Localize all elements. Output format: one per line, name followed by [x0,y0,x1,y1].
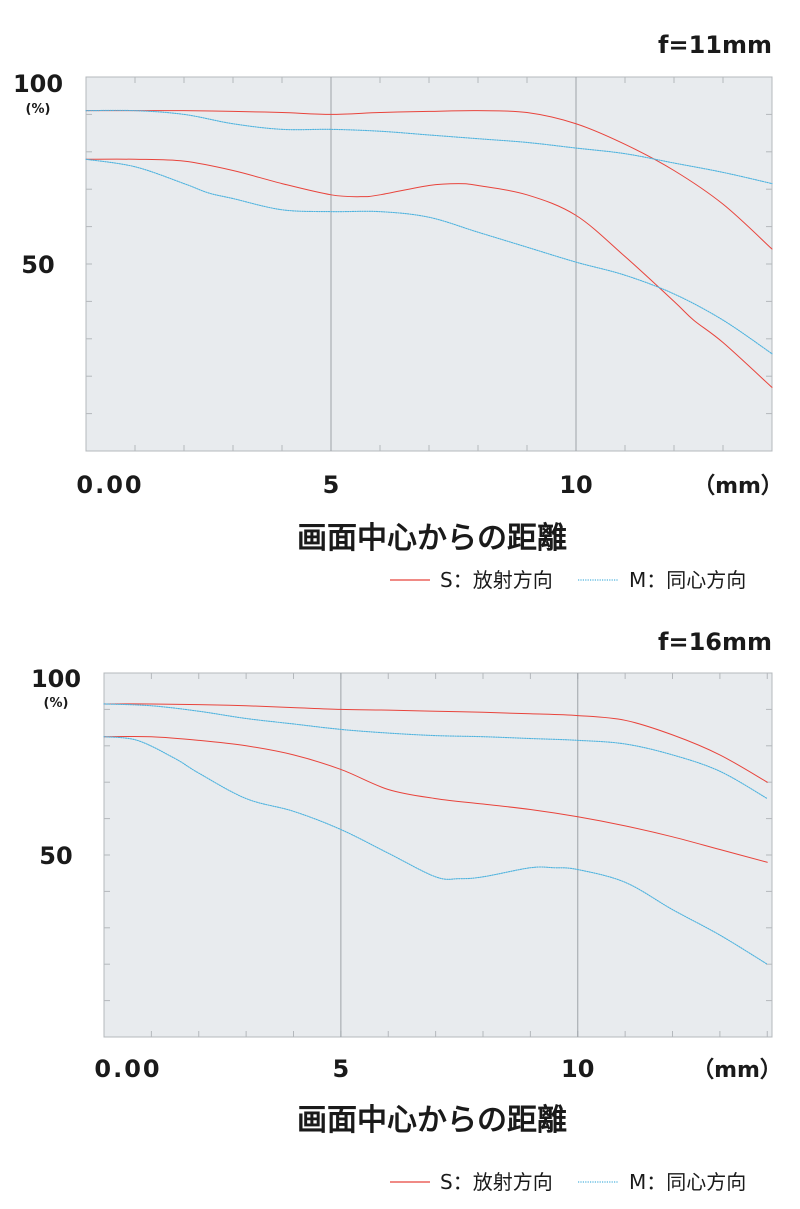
series-meridional-3 [103,703,768,800]
chart-title: f=11mm [658,31,772,59]
y-tick-label-100: 100 [31,665,81,693]
legend: S：放射方向 M：同心方向 [390,1170,746,1194]
x-tick-label-0: 0.00 [94,1055,161,1083]
x-axis-title: 画面中心からの距離 [297,521,567,556]
x-unit-label: （mm） [692,1058,782,1083]
x-unit-label: （mm） [693,474,783,499]
legend-label-sagittal: S：放射方向 [440,568,553,592]
legend-label-meridional: M：同心方向 [629,1170,746,1194]
legend-label-meridional: M：同心方向 [629,568,746,592]
series-meridional-4 [103,736,768,965]
x-tick-label-10: 10 [561,1055,594,1083]
chart-title: f=16mm [658,628,772,656]
plot-area [85,76,773,452]
series-sagittal-1 [85,110,773,250]
y-tick-label-50: 50 [21,251,54,279]
y-tick-label-100: 100 [13,70,63,98]
series-meridional-4 [85,158,773,355]
mtf-chart-1: f=11mm 100 (%) 50 0.00 5 10 （mm） 画面中心からの距離 S：放射方向… [13,31,783,592]
legend-label-sagittal: S：放射方向 [440,1170,553,1194]
x-tick-label-10: 10 [559,471,592,499]
x-tick-label-5: 5 [333,1055,350,1083]
series-meridional-3 [85,109,773,185]
y-tick-label-50: 50 [39,842,72,870]
x-tick-label-0: 0.00 [76,471,143,499]
x-axis-title: 画面中心からの距離 [297,1103,567,1138]
series-sagittal-2 [85,158,773,388]
y-unit-label: (%) [26,102,51,117]
plot-area [103,672,773,1038]
y-unit-label: (%) [44,696,69,711]
legend: S：放射方向 M：同心方向 [390,568,746,592]
mtf-chart-2: f=16mm 100 (%) 50 0.00 5 10 （mm） 画面中心からの距離 S：放射方向… [31,628,782,1194]
series-sagittal-2 [103,735,768,863]
x-tick-label-5: 5 [323,471,340,499]
series-sagittal-1 [103,703,768,783]
